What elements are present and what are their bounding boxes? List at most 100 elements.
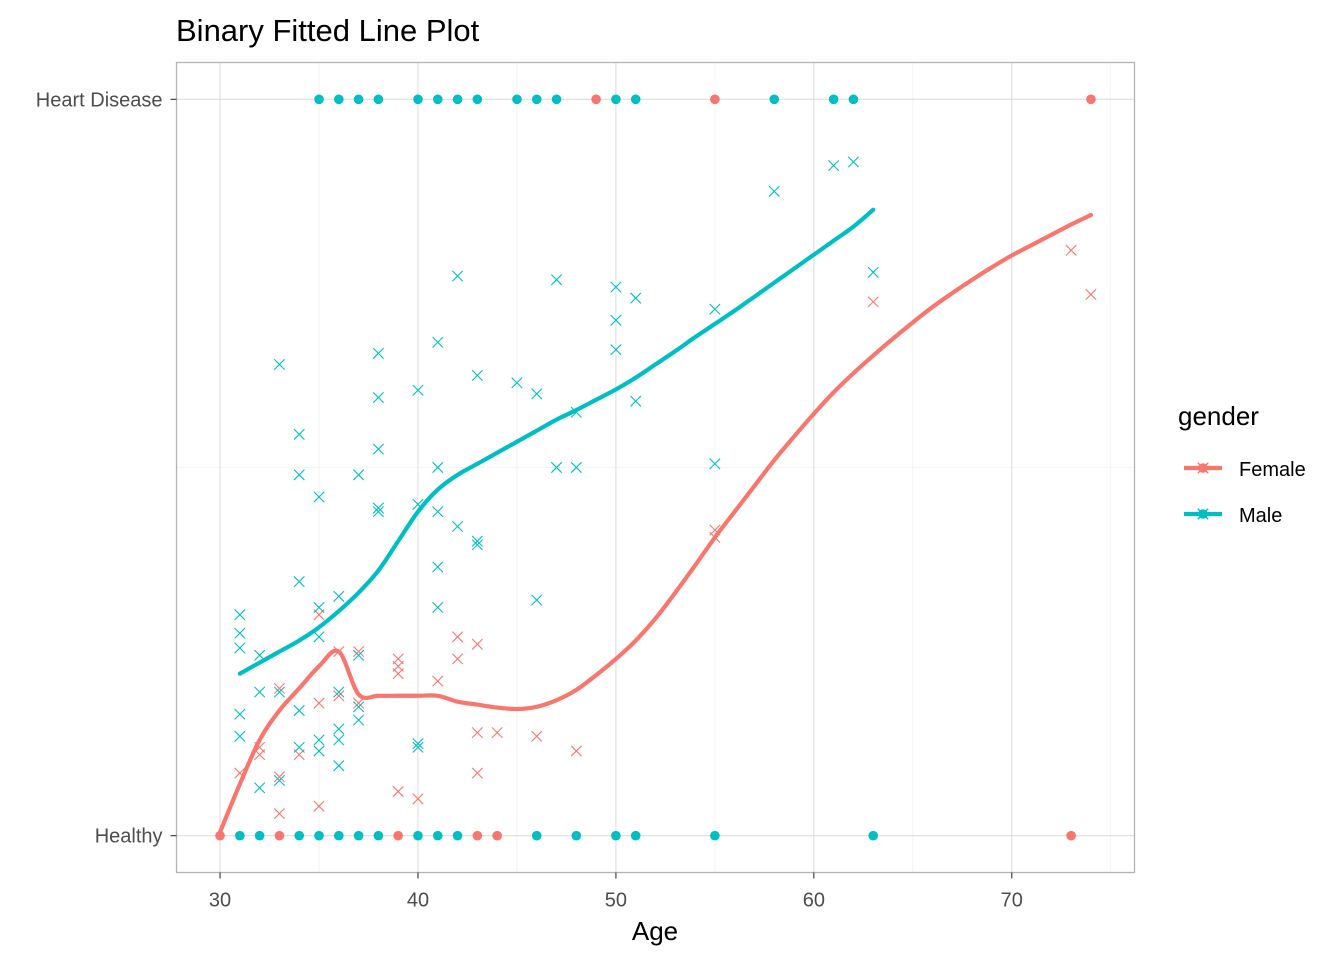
fitted-point-male: [432, 601, 444, 613]
fitted-point-male: [531, 594, 543, 606]
observed-point-male: [551, 94, 562, 105]
fitted-point-female: [451, 631, 464, 643]
observed-points: [215, 94, 1096, 841]
fitted-point-female: [471, 767, 483, 779]
observed-point-female: [393, 830, 403, 841]
fitted-point-male: [313, 631, 325, 643]
fitted-point-male: [531, 388, 543, 400]
observed-point-male: [413, 94, 423, 105]
fitted-point-female: [273, 808, 286, 820]
observed-point-male: [294, 830, 305, 841]
fitted-point-female: [353, 697, 365, 709]
observed-point-female: [710, 94, 720, 105]
observed-point-male: [868, 830, 879, 841]
fitted-point-male: [333, 590, 345, 602]
fitted-point-male: [273, 774, 286, 787]
axes: 30 40 50 60 70 Healthy Heart Disease: [36, 89, 1023, 911]
legend-label: Female: [1239, 459, 1306, 481]
fitted-point-female: [531, 730, 543, 742]
fitted-point-female: [392, 668, 404, 680]
gridlines: [176, 62, 1135, 873]
fitted-point-male: [630, 395, 642, 407]
fitted-point-male: [610, 314, 622, 326]
fitted-point-male: [511, 377, 523, 389]
observed-point-female: [215, 830, 225, 841]
x-tick-label: 60: [803, 890, 825, 912]
fitted-point-male: [293, 576, 305, 588]
fitted-point-male: [234, 609, 246, 621]
observed-point-male: [531, 830, 542, 841]
fitted-point-male: [412, 384, 424, 396]
observed-point-male: [531, 94, 542, 105]
fitted-point-female: [1065, 244, 1077, 256]
fitted-point-male: [353, 649, 365, 661]
observed-point-female: [591, 94, 601, 105]
smooth-curves: [217, 207, 1094, 835]
fitted-point-male: [353, 714, 365, 726]
observed-point-male: [630, 94, 641, 105]
fitted-point-male: [432, 336, 444, 348]
fitted-point-female: [1085, 288, 1097, 301]
y-tick-label: Heart Disease: [36, 89, 163, 111]
observed-point-male: [611, 830, 621, 841]
fitted-point-male: [709, 303, 721, 315]
fitted-points: [234, 156, 1097, 820]
x-tick-label: 30: [209, 890, 231, 912]
fitted-point-male: [293, 704, 305, 717]
fitted-point-male: [234, 730, 246, 742]
fitted-point-male: [432, 461, 444, 474]
legend-title: gender: [1178, 401, 1259, 431]
fitted-point-female: [273, 682, 286, 694]
fitted-point-female: [313, 800, 325, 812]
y-tick-label: Healthy: [95, 826, 163, 848]
fitted-point-male: [333, 723, 345, 735]
fitted-point-male: [254, 686, 266, 698]
fitted-point-female: [570, 745, 582, 757]
fitted-point-male: [570, 461, 582, 474]
fitted-point-male: [353, 469, 365, 481]
observed-point-female: [274, 830, 285, 841]
observed-point-male: [432, 830, 443, 841]
legend: gender Female Male: [1178, 401, 1306, 527]
fitted-point-male: [372, 506, 384, 518]
fitted-point-male: [610, 281, 622, 293]
fitted-point-male: [273, 358, 286, 370]
observed-point-male: [710, 830, 720, 841]
fitted-point-male: [471, 369, 483, 382]
observed-point-male: [314, 94, 324, 105]
fitted-point-male: [471, 535, 483, 547]
observed-point-male: [571, 830, 582, 841]
fitted-point-male: [550, 274, 563, 286]
fitted-point-male: [372, 347, 384, 359]
observed-point-male: [512, 94, 522, 105]
legend-key-point: [1198, 463, 1208, 473]
fitted-point-male: [273, 686, 286, 698]
observed-point-male: [611, 94, 621, 105]
observed-point-male: [334, 94, 344, 105]
observed-point-male: [373, 830, 384, 841]
fitted-point-male: [867, 266, 879, 278]
x-tick-label: 50: [605, 890, 627, 912]
observed-point-male: [254, 830, 265, 841]
observed-point-male: [235, 830, 245, 841]
fitted-point-male: [412, 738, 424, 750]
fitted-point-male: [313, 745, 325, 757]
observed-point-male: [828, 94, 839, 105]
fitted-point-male: [234, 642, 246, 654]
observed-point-male: [353, 830, 364, 841]
x-tick-label: 40: [407, 890, 429, 912]
observed-point-male: [413, 830, 423, 841]
fitted-point-male: [333, 760, 345, 772]
fitted-point-male: [550, 461, 563, 474]
observed-point-male: [334, 830, 344, 841]
fitted-point-female: [451, 653, 464, 665]
fitted-point-female: [353, 646, 365, 658]
observed-point-male: [848, 94, 859, 105]
fitted-point-male: [847, 156, 860, 168]
observed-point-female: [492, 830, 502, 841]
fitted-point-male: [293, 428, 305, 440]
fitted-point-male: [372, 443, 384, 455]
fitted-point-female: [333, 690, 345, 702]
fitted-point-female: [392, 653, 404, 665]
observed-point-male: [769, 94, 780, 105]
